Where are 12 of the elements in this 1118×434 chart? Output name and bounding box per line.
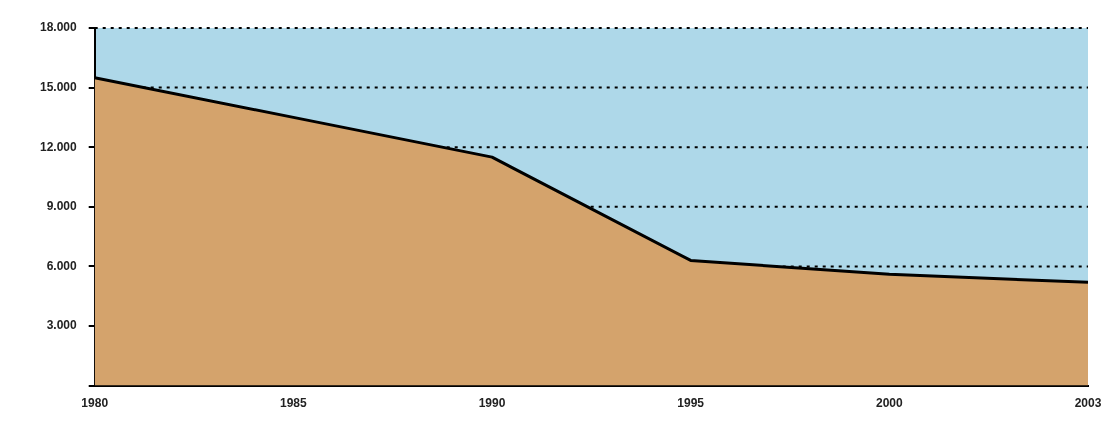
x-tick-label: 2003: [1074, 396, 1102, 411]
x-tick-label: 1995: [677, 396, 705, 411]
x-tick-label: 1980: [81, 396, 109, 411]
y-tick-label: 12.000: [40, 139, 78, 154]
y-tick-label: 18.000: [40, 20, 78, 35]
x-tick-label: 2000: [875, 396, 904, 411]
y-tick-label: 15.000: [40, 79, 78, 94]
y-tick-label: 3.000: [46, 318, 78, 333]
y-tick-label: 6.000: [46, 258, 78, 273]
x-tick-label: 1990: [478, 396, 506, 411]
y-tick-label: 9.000: [46, 199, 78, 214]
x-tick-label: 1985: [280, 396, 308, 411]
